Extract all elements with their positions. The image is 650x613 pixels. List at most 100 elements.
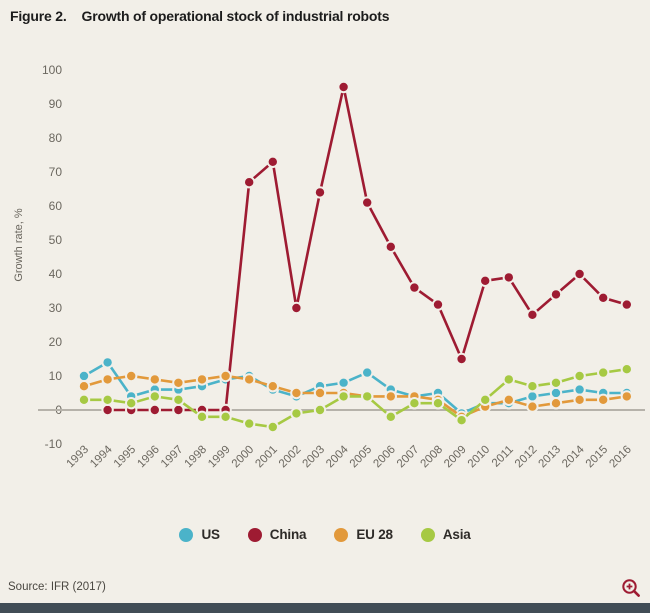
y-tick-label: 90 (49, 97, 63, 111)
y-axis-title: Growth rate, % (13, 208, 25, 282)
data-point (243, 417, 256, 430)
data-point (290, 407, 303, 420)
data-point (526, 400, 539, 413)
data-point (549, 397, 563, 410)
data-point (549, 376, 563, 389)
x-axis-labels: 1993199419951996199719981999200020012002… (65, 443, 634, 470)
data-point (266, 155, 279, 169)
legend-label: EU 28 (356, 527, 393, 542)
data-point (455, 414, 468, 427)
data-point (597, 291, 610, 304)
data-point (431, 298, 445, 311)
data-point (361, 196, 374, 209)
data-point (101, 373, 114, 386)
x-tick-label: 2004 (324, 443, 351, 470)
data-point (243, 373, 256, 386)
figure-caption: Growth of operational stock of industria… (81, 8, 390, 24)
x-tick-label: 2016 (607, 444, 634, 471)
data-point (266, 380, 279, 393)
data-point (266, 420, 279, 434)
x-tick-label: 2007 (395, 444, 422, 471)
data-point (549, 288, 563, 301)
series-china (101, 80, 633, 417)
data-point (573, 369, 586, 383)
legend-label: Asia (442, 527, 471, 542)
x-tick-label: 1995 (112, 444, 139, 471)
data-point (573, 393, 586, 406)
data-point (479, 274, 492, 287)
data-point (77, 380, 91, 393)
figure-number: Figure 2. (10, 8, 67, 24)
data-point (384, 410, 397, 423)
series-line (107, 86, 628, 412)
x-tick-label: 2014 (560, 443, 587, 470)
legend-item-china: China (247, 527, 307, 542)
data-point (148, 390, 162, 403)
data-point (195, 410, 209, 423)
legend-item-us: US (179, 527, 220, 542)
data-point (148, 373, 162, 386)
data-point (172, 403, 185, 417)
x-tick-label: 1999 (206, 444, 233, 471)
y-tick-label: -10 (45, 437, 63, 451)
x-tick-label: 2005 (348, 444, 375, 471)
data-point (384, 390, 397, 403)
y-tick-label: 10 (49, 369, 63, 383)
data-point (195, 373, 209, 386)
y-tick-label: 80 (49, 131, 63, 145)
legend-item-eu28: EU 28 (334, 527, 393, 542)
data-point (77, 393, 91, 406)
data-point (101, 393, 114, 406)
data-point (573, 383, 586, 396)
x-tick-label: 2000 (230, 444, 257, 471)
enlarge-button[interactable] (620, 577, 642, 599)
x-tick-label: 1997 (159, 444, 186, 471)
data-point (313, 386, 327, 400)
data-point (408, 281, 421, 294)
data-point (502, 373, 515, 386)
x-tick-label: 2009 (442, 444, 469, 471)
data-point (549, 386, 563, 400)
x-tick-label: 1998 (183, 444, 210, 471)
x-tick-label: 1994 (88, 443, 115, 470)
x-tick-label: 2003 (301, 444, 328, 471)
data-point (125, 397, 138, 410)
data-point (361, 390, 374, 403)
data-point (313, 403, 327, 417)
data-point (172, 393, 185, 406)
data-point (148, 403, 162, 417)
y-tick-label: 40 (49, 267, 63, 281)
data-point (597, 366, 610, 379)
data-point (337, 80, 350, 94)
legend-label: US (201, 527, 220, 542)
data-point (101, 403, 114, 417)
x-tick-label: 2012 (513, 444, 540, 471)
x-tick-label: 2006 (371, 444, 398, 471)
figure-title: Figure 2. Growth of operational stock of… (10, 8, 389, 24)
data-point (219, 369, 232, 383)
source-note: Source: IFR (2017) (8, 581, 106, 593)
y-tick-label: 20 (49, 335, 63, 349)
x-tick-label: 2008 (419, 444, 446, 471)
series-asia (77, 363, 633, 434)
data-point (172, 376, 185, 389)
y-tick-label: 70 (49, 165, 63, 179)
data-point (313, 186, 327, 199)
legend-swatch-icon (179, 527, 194, 542)
legend-item-asia: Asia (420, 527, 471, 542)
data-point (290, 386, 303, 400)
data-point (101, 356, 114, 369)
data-point (526, 390, 539, 403)
data-point (125, 369, 138, 383)
x-tick-label: 2013 (537, 444, 564, 471)
legend-swatch-icon (247, 527, 262, 542)
y-tick-label: 100 (42, 63, 62, 77)
data-point (361, 366, 374, 379)
data-point (408, 397, 421, 410)
y-axis-labels: -100102030405060708090100 (42, 63, 62, 451)
x-tick-label: 2002 (277, 444, 304, 471)
data-point (384, 240, 397, 254)
data-point (597, 393, 610, 406)
y-tick-label: 60 (49, 199, 63, 213)
x-tick-label: 2001 (253, 444, 280, 471)
